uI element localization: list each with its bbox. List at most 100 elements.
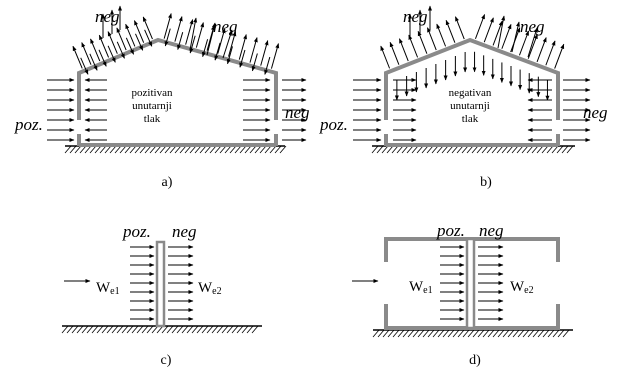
ground-hatch-line xyxy=(372,329,380,338)
ground-hatch-line xyxy=(199,145,207,154)
ground-hatch-line xyxy=(536,145,544,154)
ground-hatch-line xyxy=(201,325,209,334)
ground-hatch-line xyxy=(136,325,144,334)
ground-hatch-line xyxy=(472,329,480,338)
suction-arrow xyxy=(527,27,538,58)
panel-c-ground xyxy=(61,325,262,334)
ground-hatch-line xyxy=(114,145,122,154)
ground-hatch-line xyxy=(264,145,272,154)
internal-pressure-arrow xyxy=(98,49,107,67)
ground-hatch-line xyxy=(496,145,504,154)
ground-hatch-line xyxy=(164,145,172,154)
ground-hatch-line xyxy=(171,325,179,334)
ground-hatch-line xyxy=(402,329,410,338)
ground-hatch-line xyxy=(552,329,560,338)
ground-hatch-line xyxy=(179,145,187,154)
ground-hatch-line xyxy=(422,329,430,338)
ground-hatch-line xyxy=(71,325,79,334)
ground-hatch-line xyxy=(527,329,535,338)
ground-hatch-line xyxy=(144,145,152,154)
internal-pressure-arrow xyxy=(80,57,89,75)
panel-c-neg-label: neg xyxy=(172,222,197,241)
ground-hatch-line xyxy=(516,145,524,154)
ground-hatch-line xyxy=(457,329,465,338)
ground-hatch-line xyxy=(416,145,424,154)
ground-hatch-line xyxy=(96,325,104,334)
suction-arrow xyxy=(436,23,447,47)
ground-hatch-line xyxy=(547,329,555,338)
ground-hatch-line xyxy=(189,145,197,154)
panel-c-we1-label: We1 xyxy=(96,280,120,297)
ground-hatch-line xyxy=(154,145,162,154)
panel-d-caption: d) xyxy=(469,353,481,368)
panel-d-we2-label: We2 xyxy=(510,279,534,296)
panel-b-inner-line-3: tlak xyxy=(462,113,479,125)
suction-arrow xyxy=(527,33,538,59)
internal-pressure-arrow xyxy=(264,56,271,75)
panel-a-neg-label-right: neg xyxy=(213,17,238,36)
ground-hatch-line xyxy=(84,145,92,154)
ground-hatch-line xyxy=(412,329,420,338)
panel-c: poz. neg We1 We2 c) xyxy=(61,222,262,368)
suction-arrow xyxy=(426,27,437,51)
ground-hatch-line xyxy=(129,145,137,154)
ground-hatch-line xyxy=(274,145,282,154)
panel-b-neg-label-right: neg xyxy=(520,17,545,36)
ground-hatch-line xyxy=(497,329,505,338)
suction-arrow xyxy=(222,29,233,59)
ground-hatch-line xyxy=(387,329,395,338)
panel-d: poz. neg We1 We2 d) xyxy=(352,221,573,368)
suction-arrow xyxy=(511,21,520,53)
ground-hatch-line xyxy=(76,325,84,334)
ground-hatch-line xyxy=(146,325,154,334)
ground-hatch-line xyxy=(512,329,520,338)
ground-hatch-line xyxy=(417,329,425,338)
suction-arrow xyxy=(454,16,465,40)
suction-arrow xyxy=(81,42,92,65)
internal-pressure-arrow xyxy=(135,33,144,51)
panel-b-neg-label-left: neg xyxy=(403,7,428,26)
suction-arrow xyxy=(398,38,409,62)
ground-hatch-line xyxy=(204,145,212,154)
ground-hatch-line xyxy=(466,145,474,154)
suction-arrow xyxy=(380,45,391,69)
suction-arrow xyxy=(142,16,153,40)
panel-b-caption: b) xyxy=(480,175,492,190)
ground-hatch-line xyxy=(481,145,489,154)
ground-hatch-line xyxy=(502,329,510,338)
ground-hatch-line xyxy=(104,145,112,154)
ground-hatch-line xyxy=(482,329,490,338)
ground-hatch-line xyxy=(511,145,519,154)
panel-a-neg-label-side: neg xyxy=(285,103,310,122)
ground-hatch-line xyxy=(407,329,415,338)
ground-hatch-line xyxy=(226,325,234,334)
suction-arrow xyxy=(206,22,216,56)
ground-hatch-line xyxy=(501,145,509,154)
ground-hatch-line xyxy=(101,325,109,334)
ground-hatch-line xyxy=(441,145,449,154)
internal-pressure-arrow xyxy=(189,35,196,54)
panel-d-ground xyxy=(372,329,573,338)
ground-hatch-line xyxy=(406,145,414,154)
suction-arrow xyxy=(217,28,226,54)
ground-hatch-line xyxy=(86,325,94,334)
panel-a-inner-line-1: pozitivan xyxy=(132,87,173,99)
ground-hatch-line xyxy=(91,325,99,334)
ground-hatch-line xyxy=(486,145,494,154)
panel-b-inner-line-2: unutarnji xyxy=(450,100,490,112)
internal-pressure-arrow xyxy=(144,29,153,47)
panel-c-poz-label: poz. xyxy=(122,222,151,241)
ground-hatch-line xyxy=(537,329,545,338)
ground-hatch-line xyxy=(396,145,404,154)
ground-hatch-line xyxy=(437,329,445,338)
ground-hatch-line xyxy=(562,329,570,338)
ground-hatch-line xyxy=(427,329,435,338)
internal-pressure-arrow xyxy=(116,41,125,59)
ground-hatch-line xyxy=(447,329,455,338)
internal-pressure-arrow xyxy=(89,53,98,71)
suction-arrow xyxy=(417,30,428,54)
suction-arrow xyxy=(195,22,205,48)
ground-hatch-line xyxy=(159,145,167,154)
ground-hatch-line xyxy=(442,329,450,338)
ground-hatch-line xyxy=(436,145,444,154)
